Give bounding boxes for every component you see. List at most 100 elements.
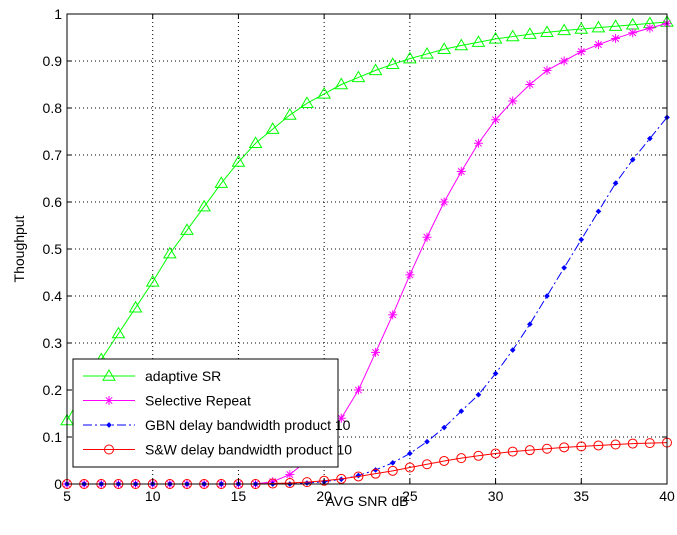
data-point [647, 135, 653, 142]
data-point [456, 453, 467, 464]
data-point [561, 264, 567, 271]
data-point [441, 424, 447, 431]
data-point [645, 23, 655, 33]
x-tick-label: 25 [402, 488, 418, 504]
data-point [387, 465, 398, 476]
x-axis-label: AVG SNR dB [326, 493, 409, 509]
data-point [371, 347, 381, 357]
data-point [491, 115, 501, 125]
legend-marker [106, 422, 112, 428]
data-point [372, 467, 379, 473]
data-point [351, 70, 366, 83]
data-point [458, 408, 465, 414]
data-point [522, 27, 537, 39]
data-point [145, 274, 160, 287]
data-point [389, 460, 396, 466]
x-tick-label: 20 [316, 488, 332, 504]
data-point [611, 33, 621, 43]
data-point [492, 370, 499, 377]
data-point [439, 455, 450, 466]
data-point [355, 472, 362, 479]
data-point [162, 246, 177, 259]
data-point [542, 65, 552, 75]
y-tick-label: 0.3 [43, 335, 63, 351]
data-point [475, 391, 482, 398]
y-tick-label: 0.6 [43, 194, 63, 210]
data-point [507, 446, 518, 457]
data-point [285, 470, 295, 480]
data-point [404, 462, 415, 473]
data-point [527, 321, 533, 328]
data-point [424, 438, 430, 445]
data-point [540, 25, 554, 38]
data-point [525, 80, 535, 89]
data-point [471, 35, 486, 47]
legend-marker [102, 369, 116, 381]
data-point [214, 176, 229, 188]
y-axis-label: Thoughput [11, 215, 27, 282]
legend-marker [104, 396, 114, 405]
data-point [628, 28, 638, 38]
data-point [353, 385, 363, 395]
x-tick-label: 30 [488, 488, 504, 504]
axis-ticks: 5 10 15 20 25 30 35 40 0 0.1 0.2 0.3 0.4 0.5 0.6 0.7 0.8… [43, 6, 675, 504]
legend-entry: GBN delay bandwidth product 10 [83, 417, 351, 433]
data-point [284, 478, 295, 489]
y-tick-label: 0.8 [43, 100, 63, 116]
data-point [368, 63, 383, 76]
data-point [180, 223, 194, 235]
x-tick-label: 40 [659, 488, 675, 504]
data-point [473, 450, 484, 461]
data-point [488, 31, 503, 44]
data-point [456, 166, 466, 176]
data-point [422, 232, 432, 242]
data-point [128, 300, 143, 313]
y-tick-label: 0.2 [43, 382, 63, 398]
data-point [336, 473, 347, 484]
data-point [248, 136, 263, 148]
legend: adaptive SR Selective Repeat GBN delay ban… [72, 358, 352, 468]
data-point [576, 47, 586, 57]
data-point [559, 56, 569, 66]
legend-label: Selective Repeat [145, 393, 251, 409]
data-point [319, 475, 330, 486]
data-point [353, 471, 364, 482]
data-point [625, 17, 640, 30]
data-point [454, 38, 469, 51]
data-point [595, 208, 602, 215]
y-tick-label: 1 [54, 6, 62, 22]
y-tick-label: 0.5 [43, 241, 63, 257]
data-point [197, 199, 212, 212]
data-point [111, 326, 126, 339]
data-point [627, 438, 638, 449]
data-point [544, 293, 550, 299]
data-point [317, 86, 332, 99]
x-tick-label: 15 [231, 488, 247, 504]
data-point [644, 438, 655, 449]
data-point [593, 440, 604, 451]
data-point [629, 156, 636, 163]
data-point [420, 46, 434, 59]
legend-label: GBN delay bandwidth product 10 [145, 417, 351, 433]
data-point [612, 180, 619, 187]
data-point [542, 443, 552, 454]
data-point [490, 448, 501, 459]
legend-entry: S&W delay bandwidth product 10 [83, 442, 352, 458]
y-tick-label: 0.7 [43, 147, 63, 163]
data-point [336, 413, 346, 423]
data-point [231, 155, 246, 167]
legend-entry: Selective Repeat [83, 393, 251, 409]
data-point [407, 450, 413, 457]
data-point [559, 442, 570, 453]
data-point [370, 468, 381, 479]
data-point [405, 270, 415, 280]
y-tick-label: 0.4 [43, 288, 63, 304]
data-point [302, 477, 312, 488]
data-point [524, 445, 535, 456]
x-tick-label: 10 [145, 488, 161, 504]
data-point [578, 236, 585, 243]
data-point [304, 480, 310, 486]
data-point [334, 77, 349, 90]
legend-label: adaptive SR [145, 368, 221, 384]
